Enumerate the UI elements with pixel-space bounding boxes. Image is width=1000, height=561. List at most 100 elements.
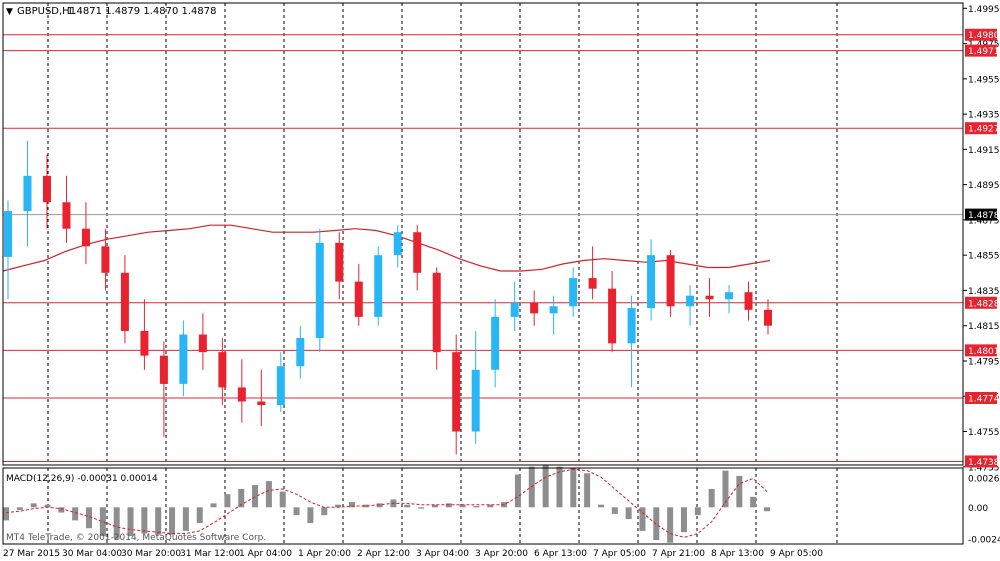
level-tag-label-1: 1.4971 [968, 47, 1000, 57]
time-label-9: 6 Apr 13:00 [534, 549, 587, 559]
macd-bar-46 [639, 507, 646, 531]
time-label-13: 9 Apr 05:00 [770, 549, 823, 559]
level-tag-4 [965, 344, 997, 357]
macd-bar-19 [265, 481, 272, 508]
macd-tick-label-1: 0.00 [968, 504, 988, 514]
macd-bar-52 [722, 470, 729, 508]
macd-bar-50 [694, 507, 701, 516]
macd-bar-34 [473, 506, 480, 508]
watermark: MT4 TeleTrade, © 2001-2014, MetaQuotes S… [6, 533, 266, 543]
level-tag-0 [965, 28, 997, 41]
macd-bar-1 [16, 507, 23, 510]
macd-bar-43 [597, 504, 604, 508]
level-tag-2 [965, 122, 997, 135]
candle-body-29 [569, 278, 578, 307]
grid-lines [3, 3, 963, 544]
candle-body-9 [179, 334, 188, 384]
candle-17 [335, 232, 344, 300]
time-label-2: 30 Mar 20:00 [121, 549, 181, 559]
price-tick-label-10: 1.4795 [968, 357, 1000, 367]
macd-bar-13 [182, 507, 189, 531]
candle-25 [491, 299, 500, 388]
price-tick-label-7: 1.4855 [968, 252, 1000, 262]
macd-bar-41 [570, 468, 577, 508]
price-tick-label-4: 1.4915 [968, 146, 1000, 156]
price-tick-label-3: 1.4935 [968, 111, 1000, 121]
candle-body-7 [140, 330, 149, 356]
current-price-tag [965, 208, 997, 221]
candle-18 [354, 263, 363, 326]
macd-bar-10 [141, 507, 148, 534]
candle-32 [627, 295, 636, 388]
horizontal-levels[interactable] [3, 34, 963, 462]
macd-bar-55 [764, 507, 770, 512]
macd-bar-12 [169, 507, 176, 535]
macd-tick-label-0: 0.00265 [968, 475, 1000, 485]
price-tick-label-6: 1.4875 [968, 216, 1000, 226]
candle-16 [315, 228, 324, 353]
level-tag-6 [965, 455, 997, 468]
candle-body-17 [335, 242, 344, 282]
candle-body-35 [686, 295, 695, 307]
candle-body-3 [62, 202, 71, 229]
candle-body-21 [413, 232, 422, 273]
price-tick-label-2: 1.4955 [968, 75, 1000, 85]
macd-bar-0 [3, 507, 9, 521]
candle-12 [237, 359, 246, 423]
macd-panel-frame [2, 467, 964, 545]
candle-body-16 [315, 242, 324, 339]
candle-29 [569, 267, 578, 317]
macd-bar-23 [321, 507, 328, 516]
axes: 1.49951.49751.49551.49351.49151.48951.48… [3, 5, 1000, 559]
chart-ohlc: 1.4871 1.4879 1.4870 1.4878 [67, 6, 217, 17]
candle-11 [218, 338, 227, 406]
candle-body-33 [647, 255, 656, 309]
macd-bar-2 [30, 503, 37, 508]
candle-23 [452, 334, 461, 455]
candle-24 [471, 330, 480, 444]
candle-19 [374, 246, 383, 326]
candle-37 [725, 285, 734, 314]
macd-bar-35 [487, 504, 494, 508]
candle-body-39 [764, 309, 772, 326]
candle-body-12 [237, 387, 246, 402]
candle-5 [101, 228, 110, 291]
candle-22 [432, 267, 441, 370]
candle-10 [198, 313, 207, 370]
candle-body-34 [666, 255, 675, 307]
macd-bar-22 [307, 507, 314, 524]
candle-body-23 [452, 352, 461, 432]
candle-body-4 [81, 228, 90, 247]
time-label-8: 3 Apr 20:00 [475, 549, 528, 559]
price-tick-label-5: 1.4895 [968, 181, 1000, 191]
level-tag-label-3: 1.4828 [968, 299, 1000, 309]
candle-30 [588, 246, 597, 300]
macd-label: MACD(12,26,9) -0.00031 0.00014 [6, 474, 158, 484]
macd-bar-38 [528, 466, 535, 508]
candle-body-14 [276, 366, 285, 406]
candle-body-28 [549, 306, 558, 314]
macd-panel [3, 465, 770, 543]
symbol-icon[interactable]: ▼ [6, 7, 13, 17]
candle-27 [530, 290, 539, 326]
macd-bar-27 [376, 503, 383, 508]
candle-body-24 [471, 369, 480, 432]
macd-bar-17 [238, 488, 245, 508]
chart-symbol: GBPUSD,H1 [17, 6, 76, 17]
candles [4, 140, 772, 455]
price-tick-label-13: 1.4735 [968, 463, 1000, 473]
time-label-12: 8 Apr 13:00 [711, 549, 764, 559]
macd-bar-49 [680, 507, 687, 533]
macd-bar-16 [224, 494, 231, 508]
level-tag-label-0: 1.4980 [968, 31, 1000, 41]
ma-line [2, 224, 771, 272]
macd-bar-15 [210, 503, 217, 508]
macd-bar-45 [625, 507, 632, 520]
level-tag-label-6: 1.4738 [968, 458, 1000, 468]
macd-bar-42 [584, 473, 591, 508]
candle-35 [686, 285, 695, 326]
candle-body-13 [257, 401, 266, 406]
candle-3 [62, 175, 71, 243]
candle-7 [140, 299, 149, 370]
